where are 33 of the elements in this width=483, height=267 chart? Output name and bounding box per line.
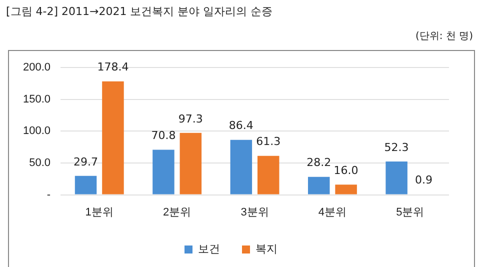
data-label: 178.4 — [97, 60, 129, 74]
bar — [335, 184, 357, 194]
bar — [230, 140, 252, 194]
data-label: 16.0 — [334, 164, 358, 177]
legend-label: 보건 — [198, 242, 220, 256]
y-tick-label: 100.0 — [22, 125, 51, 138]
data-label: 61.3 — [256, 135, 281, 148]
data-label: 0.9 — [415, 174, 432, 187]
legend-label: 복지 — [256, 242, 278, 256]
chart-title: [그림 4-2] 2011→2021 보건복지 분야 일자리의 순증 — [6, 4, 273, 19]
y-tick-label: 50.0 — [29, 157, 51, 170]
data-label: 70.8 — [151, 129, 176, 142]
data-label: 29.7 — [74, 155, 98, 168]
y-tick-label: 150.0 — [22, 93, 51, 106]
x-tick-label: 1분위 — [85, 206, 114, 218]
bar — [180, 132, 202, 194]
data-label: 86.4 — [228, 119, 254, 132]
x-tick-label: 5분위 — [396, 206, 424, 218]
bar — [102, 81, 124, 194]
x-tick-label: 2분위 — [163, 206, 192, 218]
bar — [74, 176, 97, 194]
data-label: 28.2 — [306, 156, 332, 170]
y-tick-label: - — [46, 188, 51, 201]
data-label: 52.3 — [384, 140, 409, 154]
bar — [152, 150, 174, 194]
data-label: 97.3 — [178, 112, 203, 126]
x-tick-label: 3분위 — [240, 206, 269, 218]
bar — [257, 156, 280, 194]
bar — [308, 176, 330, 194]
bar — [386, 162, 408, 194]
x-tick-label: 4분위 — [318, 206, 347, 218]
y-tick-label: 200.0 — [22, 62, 51, 74]
text: (단위: 천 명) — [415, 30, 473, 43]
